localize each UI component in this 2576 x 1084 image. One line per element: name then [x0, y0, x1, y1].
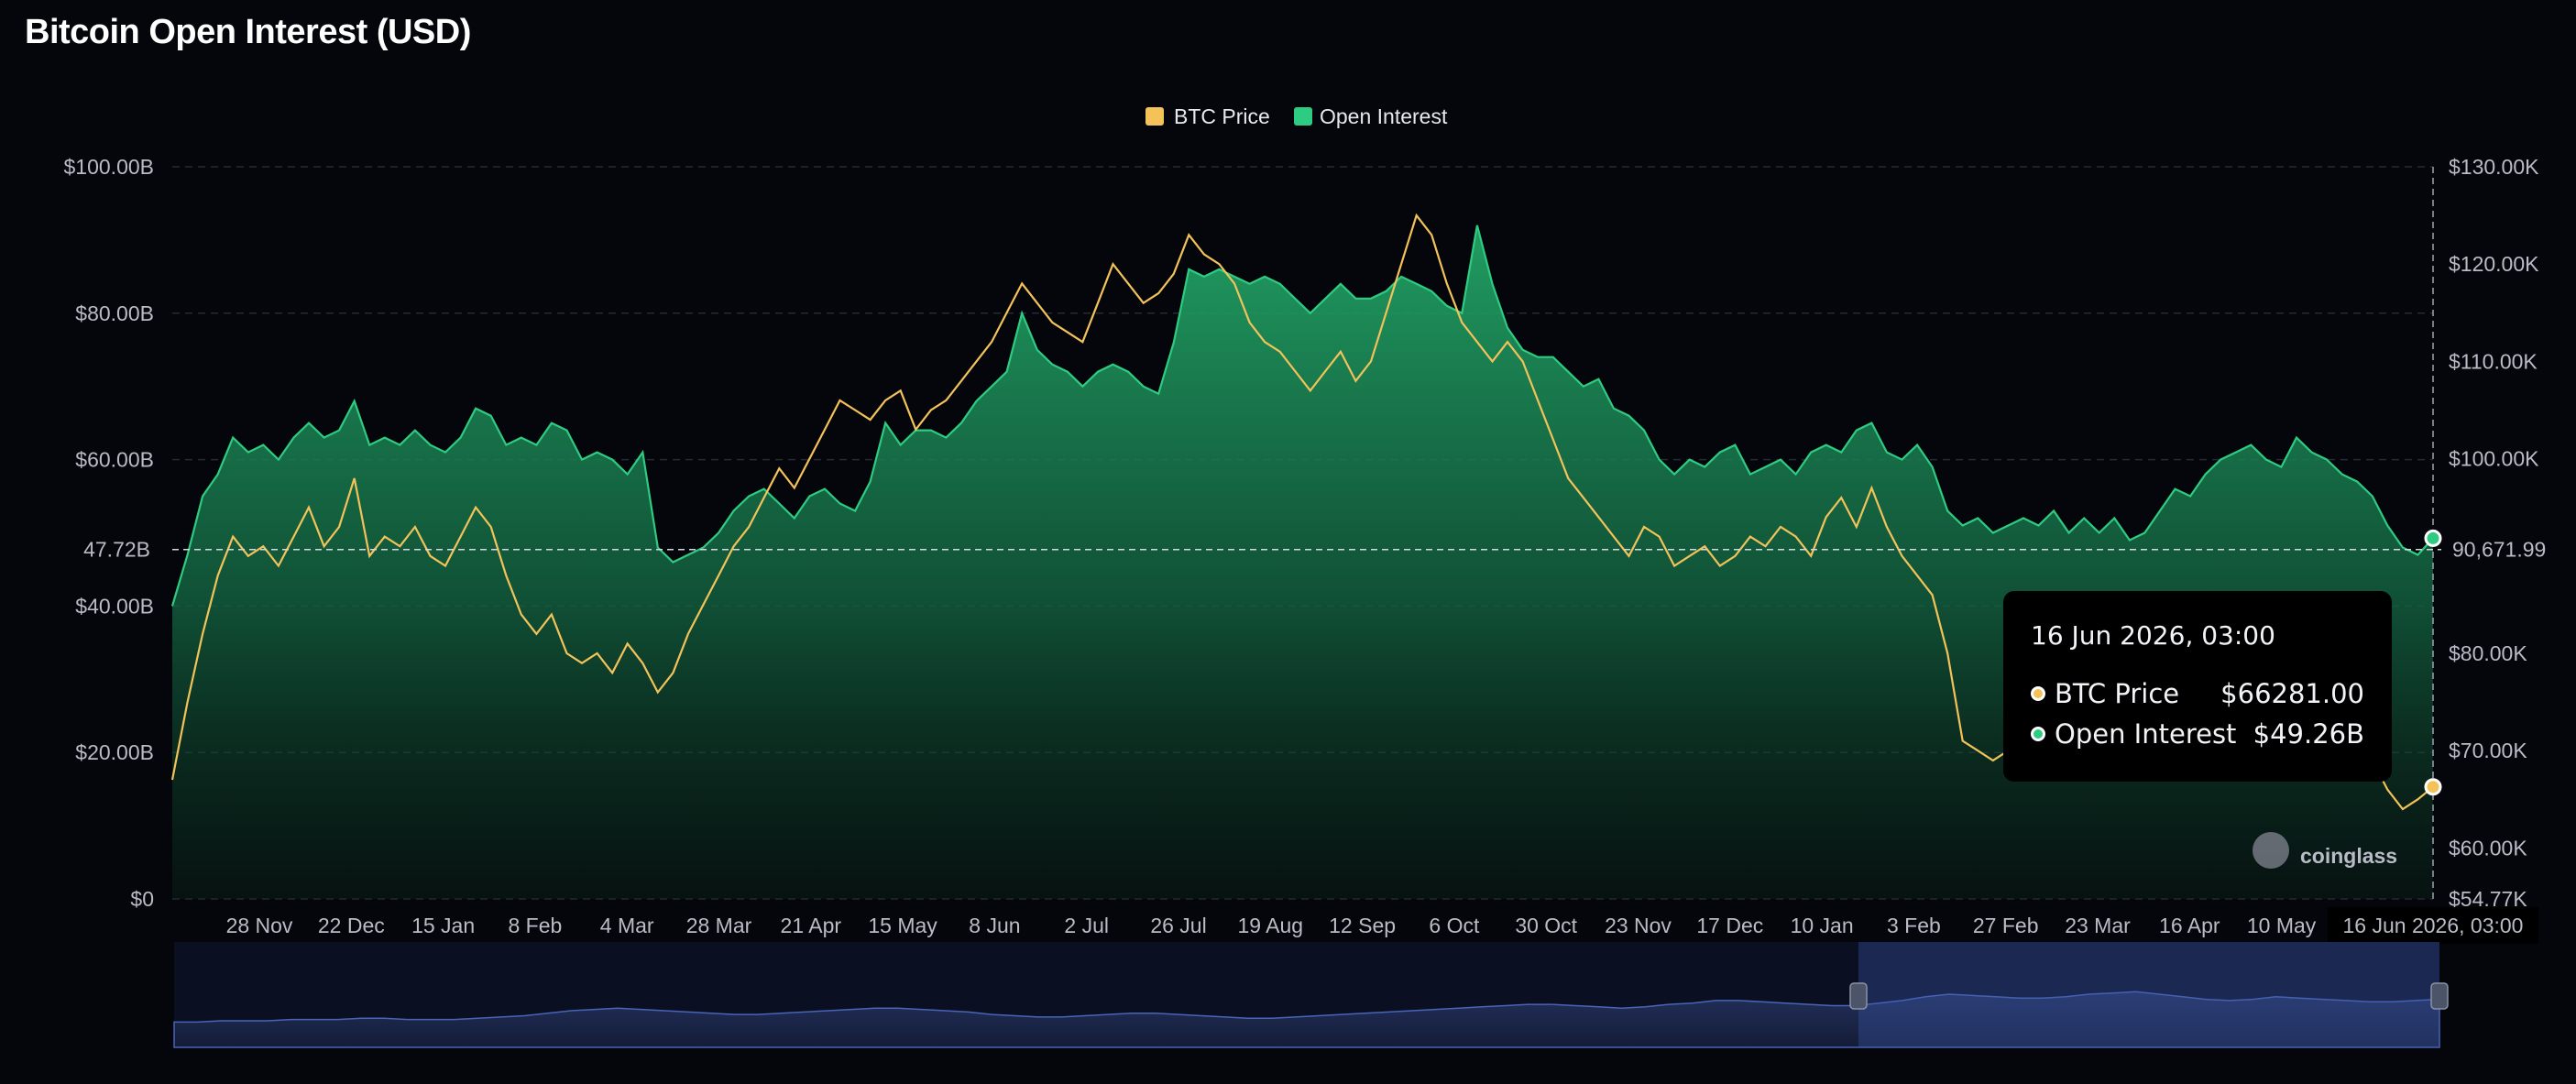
x-tick-label: 12 Sep — [1329, 914, 1396, 937]
tooltip-date: 16 Jun 2026, 03:00 — [2031, 620, 2275, 651]
crosshair-date-label: 16 Jun 2026, 03:00 — [2343, 914, 2524, 937]
tooltip-row-open-interest: Open Interest $49.26B — [2031, 714, 2364, 754]
y-left-tick-label: $80.00B — [75, 301, 154, 325]
y-right-tick-label: $70.00K — [2449, 739, 2527, 762]
y-right-tick-label: $54.77K — [2449, 887, 2527, 911]
coinglass-logo-icon — [2253, 832, 2289, 869]
crosshair-left-label-bg — [71, 532, 163, 566]
x-tick-label: 15 May — [868, 914, 937, 937]
y-left-tick-label: $100.00B — [64, 155, 154, 179]
y-left-tick-label: $60.00B — [75, 448, 154, 472]
x-tick-label: 30 Oct — [1515, 914, 1577, 937]
tooltip-label: BTC Price — [2055, 678, 2180, 709]
y-left-tick-label: $0 — [130, 887, 154, 911]
y-left-tick-label: $40.00B — [75, 594, 154, 618]
navigator-area — [173, 991, 2440, 1048]
x-tick-label: 19 Aug — [1237, 914, 1303, 937]
crosshair-right-label-bg — [2441, 532, 2570, 566]
x-tick-label: 27 Feb — [1973, 914, 2039, 937]
navigator-right-handle[interactable] — [2430, 982, 2449, 1010]
x-tick-label: 10 May — [2247, 914, 2317, 937]
open-interest-area — [172, 224, 2433, 899]
x-tick-label: 28 Nov — [226, 914, 293, 937]
legend-btc-price-label: BTC Price — [1174, 104, 1270, 128]
legend-open-interest-label: Open Interest — [1320, 104, 1448, 128]
tooltip-value: $49.26B — [2253, 718, 2364, 750]
open-interest-dot-icon — [2031, 727, 2045, 741]
x-tick-label: 26 Jul — [1150, 914, 1206, 937]
navigator-left-handle[interactable] — [1849, 982, 1868, 1010]
x-tick-label: 4 Mar — [600, 914, 654, 937]
x-tick-label: 22 Dec — [318, 914, 385, 937]
crosshair-left-label: 47.72B — [83, 538, 150, 562]
y-left-tick-label: $20.00B — [75, 740, 154, 764]
x-tick-label: 21 Apr — [781, 914, 842, 937]
x-tick-label: 23 Mar — [2065, 914, 2131, 937]
x-tick-label: 6 Oct — [1429, 914, 1480, 937]
tooltip-label: Open Interest — [2055, 718, 2237, 750]
x-tick-label: 2 Jul — [1064, 914, 1109, 937]
y-right-tick-label: $110.00K — [2449, 349, 2538, 373]
x-tick-label: 10 Jan — [1791, 914, 1854, 937]
legend-open-interest-swatch-icon — [1294, 107, 1312, 126]
crosshair-right-label: 90,671.99 — [2452, 538, 2546, 562]
x-tick-label: 3 Feb — [1887, 914, 1941, 937]
x-tick-label: 17 Dec — [1696, 914, 1763, 937]
tooltip: 16 Jun 2026, 03:00 BTC Price $66281.00 O… — [2003, 591, 2392, 782]
y-right-tick-label: $60.00K — [2449, 836, 2527, 860]
y-right-tick-label: $130.00K — [2449, 155, 2539, 179]
tooltip-value: $66281.00 — [2220, 678, 2364, 709]
x-tick-label: 16 Apr — [2159, 914, 2220, 937]
x-tick-label: 8 Feb — [508, 914, 562, 937]
y-right-tick-label: $80.00K — [2449, 641, 2527, 665]
page-title: Bitcoin Open Interest (USD) — [25, 13, 471, 51]
btc-price-marker — [2424, 778, 2442, 796]
y-right-tick-label: $120.00K — [2449, 252, 2539, 276]
open-interest-marker — [2424, 529, 2442, 547]
btc-price-dot-icon — [2031, 686, 2045, 701]
x-tick-label: 15 Jan — [411, 914, 475, 937]
tooltip-row-btc-price: BTC Price $66281.00 — [2031, 673, 2364, 714]
x-tick-label: 28 Mar — [686, 914, 752, 937]
x-tick-label: 8 Jun — [969, 914, 1020, 937]
x-tick-label: 23 Nov — [1605, 914, 1672, 937]
coinglass-watermark: coinglass — [2300, 844, 2397, 868]
y-right-tick-label: $100.00K — [2449, 447, 2539, 471]
navigator-selection — [1858, 942, 2439, 1047]
open-interest-line — [170, 224, 2434, 607]
legend-btc-price-swatch-icon — [1145, 107, 1164, 126]
crosshair-date-label-bg — [2328, 907, 2538, 944]
